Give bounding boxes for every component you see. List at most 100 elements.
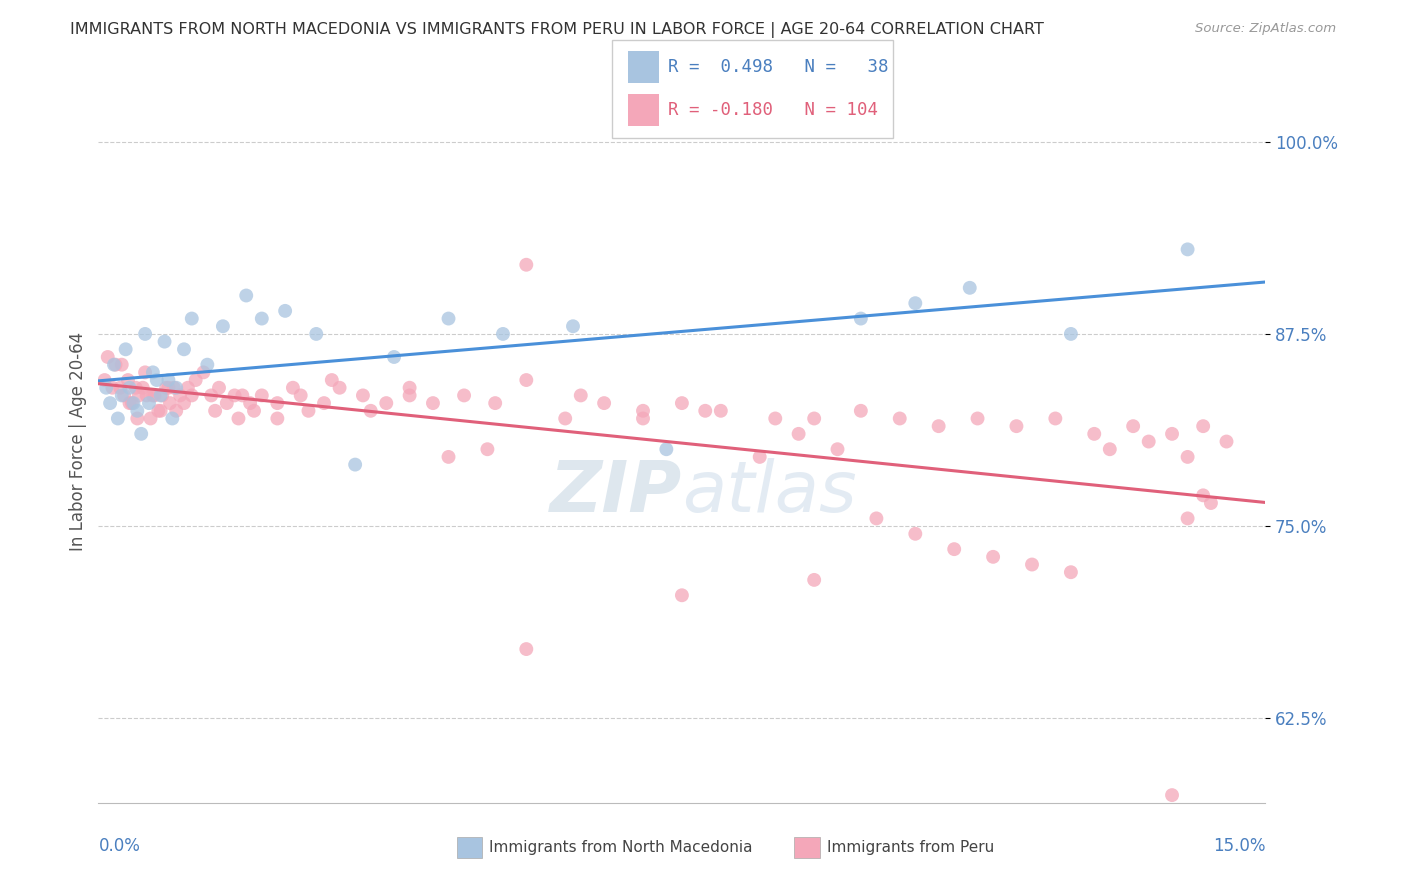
Point	[360, 404, 382, 418]
Point	[208, 381, 231, 395]
Point	[129, 426, 152, 441]
Point	[981, 549, 1004, 564]
Text: 0.0%: 0.0%	[98, 837, 141, 855]
Point	[193, 365, 215, 379]
Point	[422, 396, 444, 410]
Point	[671, 396, 693, 410]
Point	[157, 373, 180, 387]
Point	[266, 411, 288, 425]
Point	[159, 396, 181, 410]
Point	[163, 381, 186, 395]
Point	[748, 450, 770, 464]
Point	[274, 304, 297, 318]
Point	[382, 350, 405, 364]
Point	[928, 419, 950, 434]
Point	[150, 388, 173, 402]
Point	[484, 396, 506, 410]
Point	[492, 326, 515, 341]
Point	[344, 458, 367, 472]
Point	[127, 404, 149, 418]
Point	[1137, 434, 1160, 449]
Point	[827, 442, 849, 457]
Point	[184, 373, 207, 387]
Point	[849, 311, 872, 326]
Point	[112, 388, 135, 402]
Point	[127, 411, 149, 425]
Point	[329, 381, 352, 395]
Text: R =  0.498   N =   38: R = 0.498 N = 38	[668, 58, 889, 76]
Point	[162, 411, 184, 425]
Point	[398, 388, 420, 402]
Point	[224, 388, 246, 402]
Point	[453, 388, 475, 402]
Point	[146, 373, 169, 387]
Point	[352, 388, 374, 402]
Point	[135, 388, 157, 402]
Point	[904, 296, 927, 310]
Point	[889, 411, 911, 425]
Point	[122, 396, 145, 410]
Point	[101, 381, 124, 395]
Point	[515, 373, 537, 387]
Point	[1177, 243, 1199, 257]
Point	[321, 373, 343, 387]
Point	[959, 281, 981, 295]
Point	[142, 365, 165, 379]
Point	[562, 319, 585, 334]
Point	[515, 642, 537, 657]
Point	[104, 358, 127, 372]
Text: atlas: atlas	[682, 458, 856, 526]
Point	[177, 381, 200, 395]
Point	[114, 343, 136, 357]
Point	[695, 404, 717, 418]
Point	[138, 396, 160, 410]
Text: IMMIGRANTS FROM NORTH MACEDONIA VS IMMIGRANTS FROM PERU IN LABOR FORCE | AGE 20-: IMMIGRANTS FROM NORTH MACEDONIA VS IMMIG…	[70, 22, 1045, 38]
Point	[157, 381, 180, 395]
Point	[121, 396, 143, 410]
Point	[96, 381, 118, 395]
Point	[180, 388, 202, 402]
Point	[803, 573, 825, 587]
Point	[173, 343, 195, 357]
Point	[143, 388, 166, 402]
Point	[554, 411, 576, 425]
Point	[281, 381, 304, 395]
Point	[1177, 450, 1199, 464]
Text: Immigrants from North Macedonia: Immigrants from North Macedonia	[489, 840, 752, 855]
Point	[231, 388, 253, 402]
Point	[593, 396, 616, 410]
Point	[142, 388, 165, 402]
Point	[139, 411, 162, 425]
Point	[437, 311, 460, 326]
Point	[235, 288, 257, 302]
Point	[1045, 411, 1067, 425]
Text: Source: ZipAtlas.com: Source: ZipAtlas.com	[1195, 22, 1336, 36]
Point	[803, 411, 825, 425]
Point	[787, 426, 810, 441]
Point	[204, 404, 226, 418]
Point	[671, 588, 693, 602]
Point	[111, 388, 134, 402]
Point	[117, 373, 139, 387]
Point	[165, 381, 187, 395]
Point	[125, 381, 148, 395]
Point	[97, 350, 120, 364]
Point	[228, 411, 250, 425]
Point	[1199, 496, 1222, 510]
Point	[118, 381, 141, 395]
Point	[215, 396, 238, 410]
Point	[108, 381, 131, 395]
Point	[169, 388, 191, 402]
Point	[148, 404, 170, 418]
Point	[631, 411, 654, 425]
Point	[266, 396, 288, 410]
Point	[943, 542, 966, 557]
Point	[118, 396, 141, 410]
Point	[1161, 426, 1184, 441]
Point	[239, 396, 262, 410]
Point	[250, 388, 273, 402]
Point	[134, 326, 156, 341]
Point	[180, 311, 202, 326]
Point	[134, 365, 156, 379]
Point	[243, 404, 266, 418]
